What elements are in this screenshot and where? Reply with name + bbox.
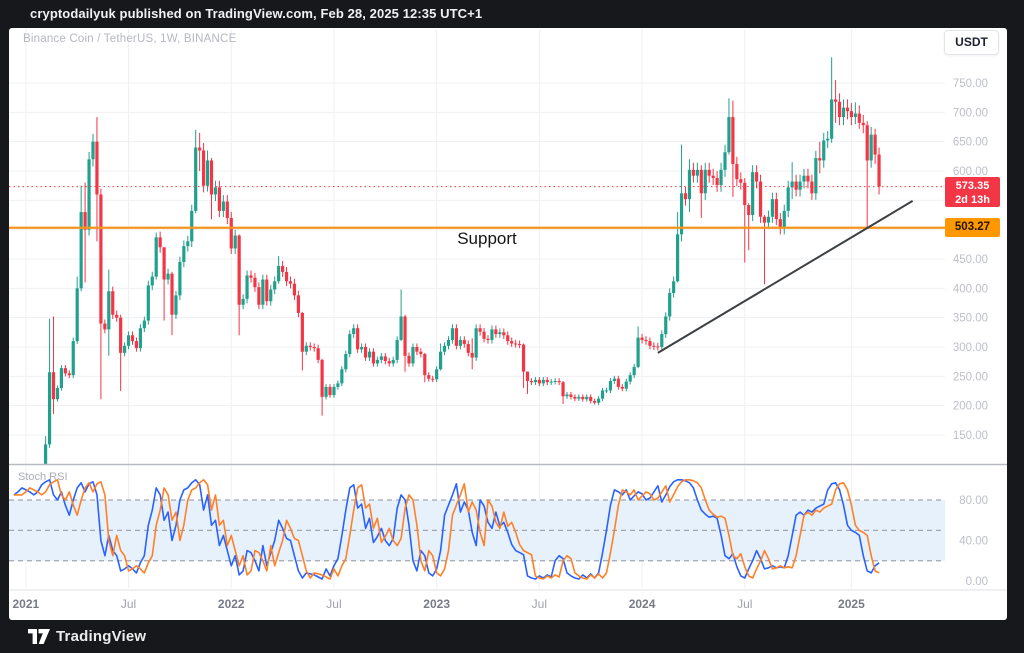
rsi-tick-label: 80.00 <box>959 495 988 507</box>
price-tick-label: 650.00 <box>953 137 988 149</box>
price-axis[interactable]: 750.00700.00650.00600.00550.00500.00450.… <box>953 78 988 588</box>
stoch-rsi-k-line <box>13 478 880 580</box>
price-tick-label: 200.00 <box>953 401 988 413</box>
rsi-tick-label: 40.00 <box>959 536 988 548</box>
stoch-rsi-d-line <box>14 478 880 580</box>
time-tick-label: 2022 <box>218 597 245 611</box>
time-tick-label: 2025 <box>838 597 865 611</box>
time-tick-label: 2024 <box>629 597 656 611</box>
price-tick-label: 250.00 <box>953 371 988 383</box>
current-price-value: 573.35 <box>955 180 990 192</box>
candle-countdown: 2d 13h <box>955 194 990 206</box>
time-tick-label: Jul <box>532 597 547 611</box>
price-tick-label: 750.00 <box>953 78 988 90</box>
price-tick-label: 700.00 <box>953 107 988 119</box>
time-tick-label: 2021 <box>12 597 39 611</box>
time-tick-label: Jul <box>326 597 341 611</box>
indicator-title[interactable]: Stoch RSI <box>18 471 68 483</box>
price-tick-label: 600.00 <box>953 166 988 178</box>
time-tick-label: 2023 <box>423 597 450 611</box>
attribution-text: cryptodailyuk published on TradingView.c… <box>30 6 483 21</box>
tradingview-logo-icon <box>28 629 50 644</box>
support-price-badge: 503.27 <box>945 218 1000 237</box>
time-tick-label: Jul <box>737 597 752 611</box>
stoch-rsi-plot <box>9 478 945 580</box>
price-tick-label: 350.00 <box>953 313 988 325</box>
time-tick-label: Jul <box>121 597 136 611</box>
current-price-badge: 573.35 2d 13h <box>945 177 1000 207</box>
support-annotation[interactable]: Support <box>457 229 517 248</box>
rsi-tick-label: 0.00 <box>966 576 988 588</box>
trendline[interactable] <box>657 200 914 354</box>
tradingview-brand-text: TradingView <box>56 628 147 645</box>
candlestick-series <box>44 57 881 464</box>
price-tick-label: 300.00 <box>953 342 988 354</box>
chart-canvas[interactable]: 750.00700.00650.00600.00550.00500.00450.… <box>9 28 1007 620</box>
publish-topbar: cryptodailyuk published on TradingView.c… <box>0 0 1024 28</box>
price-tick-label: 400.00 <box>953 283 988 295</box>
currency-toggle-button[interactable]: USDT <box>944 30 999 55</box>
footer-bar: TradingView <box>0 620 1024 653</box>
time-axis[interactable]: 2021 Jul 2022 Jul 2023 Jul 2024 Jul 2025 <box>12 597 865 611</box>
symbol-title: Binance Coin / TetherUS, 1W, BINANCE <box>23 33 237 45</box>
price-tick-label: 150.00 <box>953 430 988 442</box>
price-tick-label: 450.00 <box>953 254 988 266</box>
